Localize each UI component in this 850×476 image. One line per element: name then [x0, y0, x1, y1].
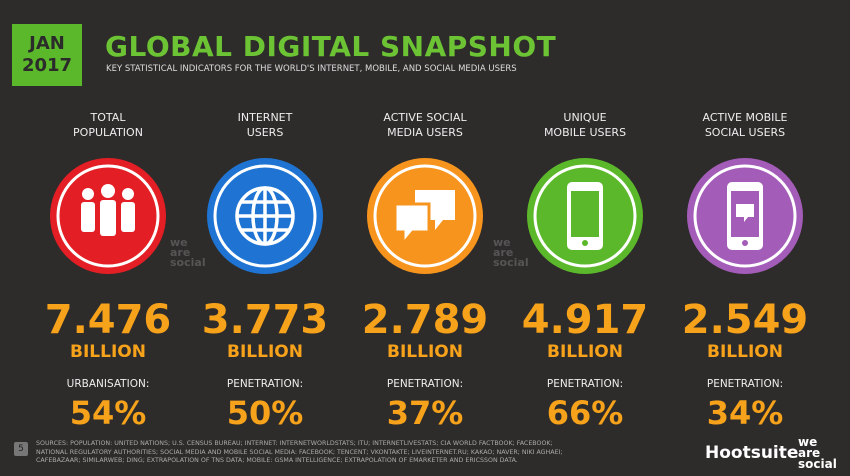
logo-line: we	[798, 435, 818, 449]
label-line: SOCIAL USERS	[704, 126, 786, 139]
logo-line: are	[798, 446, 821, 460]
watermark-line: are	[170, 246, 191, 259]
stat-label: ACTIVE SOCIAL MEDIA USERS	[345, 110, 505, 144]
logo-line: social	[798, 457, 837, 471]
label-line: USERS	[246, 126, 284, 139]
stat-label: TOTAL POPULATION	[28, 110, 188, 144]
label-line: MOBILE USERS	[543, 126, 627, 139]
page-number: 5	[14, 442, 28, 456]
stat-column: ACTIVE MOBILE SOCIAL USERS 2.549 BILLION …	[665, 110, 825, 432]
stat-value: 4.917	[521, 297, 649, 343]
sub-label: URBANISATION:	[66, 378, 150, 390]
label-line: TOTAL	[90, 111, 126, 124]
label-line: ACTIVE SOCIAL	[383, 111, 467, 124]
watermark: we are social	[170, 236, 206, 269]
label-line: INTERNET	[237, 111, 293, 124]
stat-unit: BILLION	[547, 342, 623, 362]
title: GLOBAL DIGITAL SNAPSHOT	[105, 30, 557, 63]
sub-value: 34%	[706, 394, 784, 432]
stat-column: TOTAL POPULATION 7.476 BILLION URBANISATI…	[28, 110, 188, 432]
subtitle: KEY STATISTICAL INDICATORS FOR THE WORLD…	[106, 64, 517, 74]
mobile-social-icon	[687, 158, 803, 274]
stat-value: 2.549	[681, 297, 809, 343]
hootsuite-logo: Hootsuite	[705, 443, 799, 463]
internet-icon	[207, 158, 323, 274]
population-icon	[50, 158, 166, 274]
sub-value: 66%	[546, 394, 624, 432]
label-line: ACTIVE MOBILE	[702, 111, 788, 124]
sub-value: 50%	[226, 394, 304, 432]
sub-label: PENETRATION:	[226, 378, 304, 390]
label-line: UNIQUE	[563, 111, 607, 124]
stat-column: ACTIVE SOCIAL MEDIA USERS 2.789 BILLION P…	[345, 110, 505, 432]
date-year: 2017	[21, 55, 73, 76]
stat-unit: BILLION	[227, 342, 303, 362]
sub-value: 37%	[386, 394, 464, 432]
social-icon	[367, 158, 483, 274]
label-line: POPULATION	[73, 126, 143, 139]
stat-unit: BILLION	[387, 342, 463, 362]
stat-unit: BILLION	[70, 342, 146, 362]
stat-label: ACTIVE MOBILE SOCIAL USERS	[665, 110, 825, 144]
watermark-line: social	[493, 256, 529, 269]
date-box: JAN 2017	[12, 24, 82, 86]
sources: SOURCES: POPULATION: UNITED NATIONS; U.S…	[36, 440, 563, 464]
watermark-line: social	[170, 256, 206, 269]
watermark-line: are	[493, 246, 514, 259]
sub-value: 54%	[69, 394, 147, 432]
stat-value: 3.773	[201, 297, 329, 343]
we-are-social-logo: we are social	[798, 435, 837, 471]
label-line: MEDIA USERS	[387, 126, 463, 139]
mobile-icon	[527, 158, 643, 274]
date-month: JAN	[29, 33, 65, 54]
watermark-line: we	[493, 236, 511, 249]
stat-column: UNIQUE MOBILE USERS 4.917 BILLION PENETRA…	[505, 110, 665, 432]
stat-value: 7.476	[44, 297, 172, 343]
stat-unit: BILLION	[707, 342, 783, 362]
sub-label: PENETRATION:	[386, 378, 464, 390]
stat-label: UNIQUE MOBILE USERS	[505, 110, 665, 144]
sub-label: PENETRATION:	[706, 378, 784, 390]
watermark-line: we	[170, 236, 188, 249]
stat-column: INTERNET USERS 3.773 BILLION PENETRATION:…	[185, 110, 345, 432]
stat-value: 2.789	[361, 297, 489, 343]
sub-label: PENETRATION:	[546, 378, 624, 390]
stat-label: INTERNET USERS	[185, 110, 345, 144]
watermark: we are social	[493, 236, 529, 269]
